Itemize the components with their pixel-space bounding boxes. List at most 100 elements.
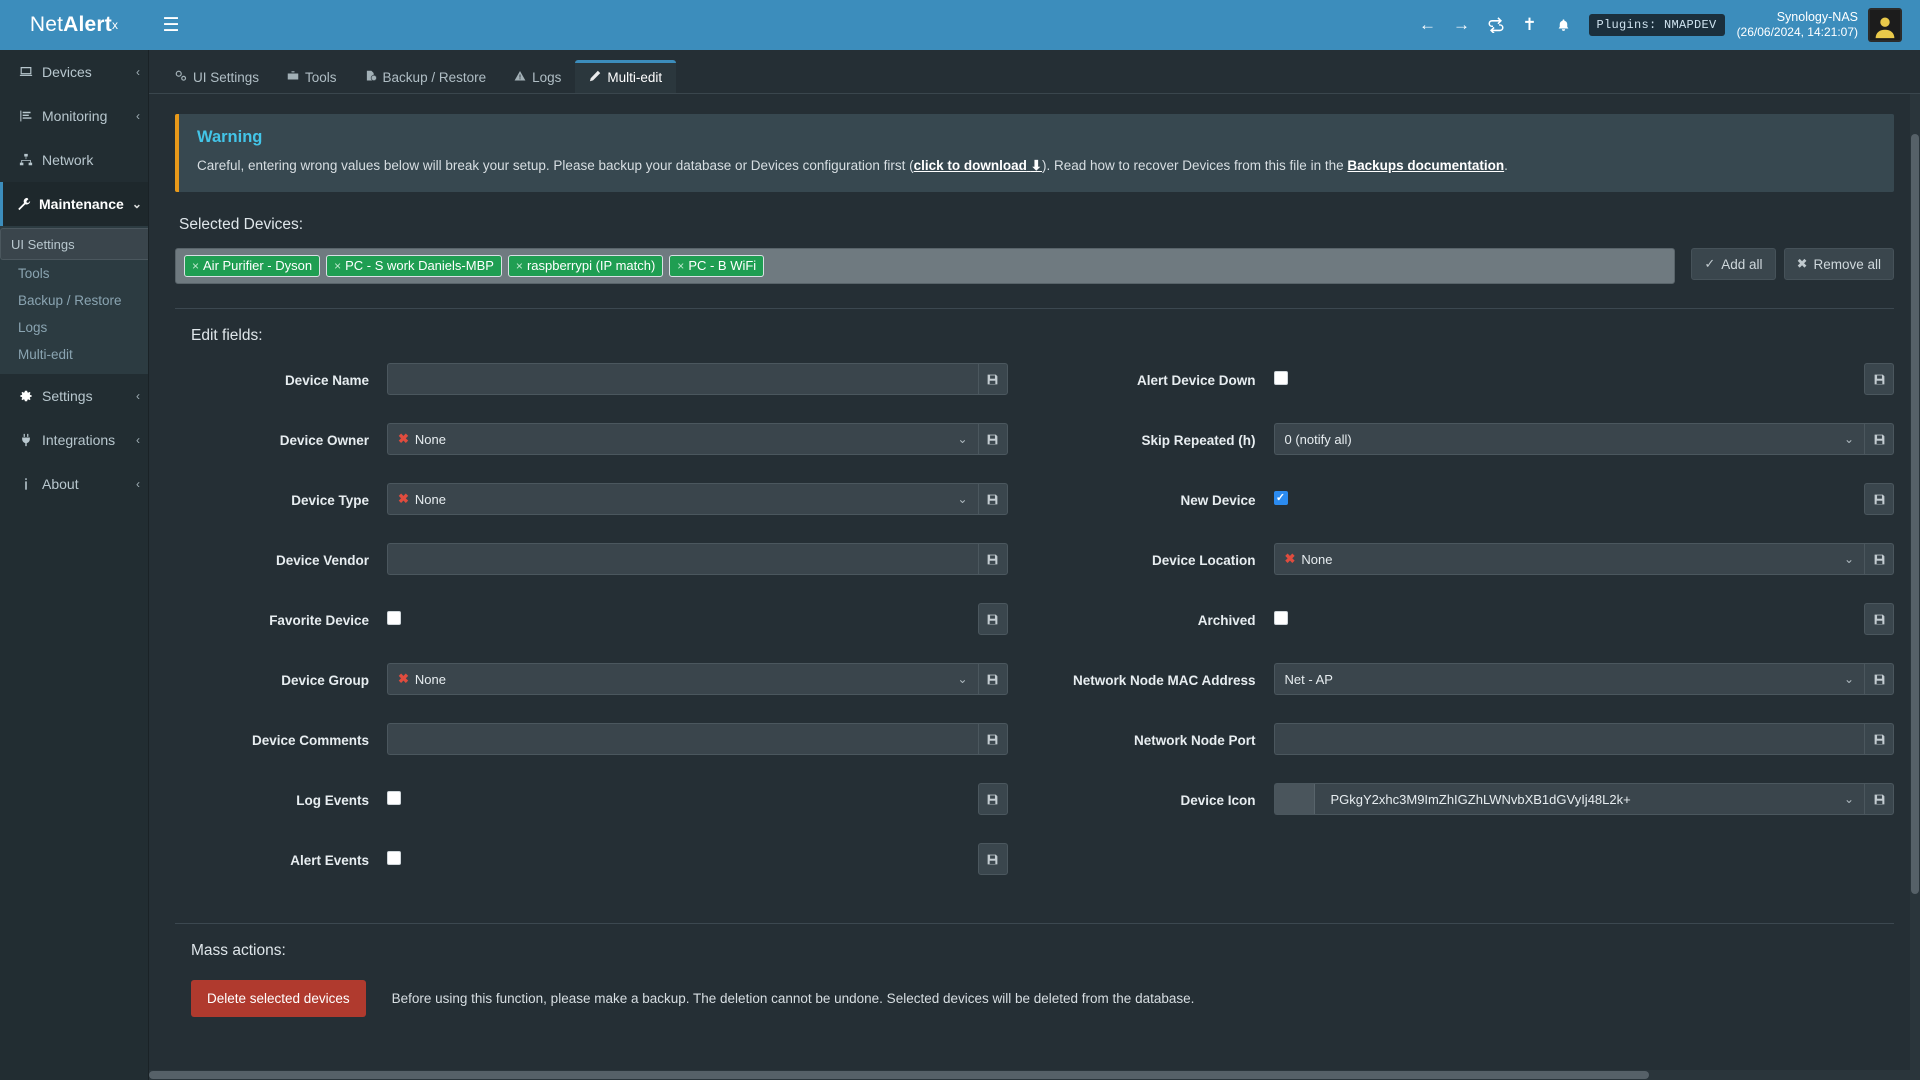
save-button[interactable] — [1864, 543, 1894, 576]
select-value: PGkgY2xhc3M9ImZhIGZhLWNvbXB1dGVyIj48L2k+ — [1330, 791, 1631, 807]
sidebar-item-about[interactable]: About ‹ — [0, 462, 148, 506]
sidebar: Devices ‹ Monitoring ‹ Network Maintenan… — [0, 50, 148, 1080]
horizontal-scrollbar[interactable] — [149, 1070, 1920, 1080]
save-button[interactable] — [1864, 483, 1894, 516]
tag-buttons: ✓︎ Add all ✖ Remove all — [1691, 248, 1894, 281]
horizontal-scrollbar-thumb[interactable] — [149, 1071, 1649, 1079]
alert-events-checkbox[interactable] — [387, 851, 401, 866]
top-bar: Net Alert x ☰ ← → ✝︎ Plugins: NMAPDEV Syno… — [0, 0, 1920, 50]
save-button[interactable] — [1864, 783, 1894, 816]
info-icon — [17, 477, 34, 491]
select-value: None — [414, 491, 446, 507]
device-tag[interactable]: × PC - S work Daniels-MBP — [326, 255, 502, 278]
sidebar-item-settings[interactable]: Settings ‹ — [0, 374, 148, 418]
device-owner-select[interactable]: ✖ None ⌄ — [387, 423, 978, 456]
download-link[interactable]: click to download ⬇ — [914, 158, 1042, 173]
tab-multi-edit[interactable]: Multi-edit — [575, 60, 677, 93]
edit-fields-left-column: Device Name Device Owner — [175, 359, 1008, 899]
save-button[interactable] — [977, 663, 1008, 696]
back-arrow-icon[interactable]: ← — [1419, 15, 1437, 34]
warning-text-part2: ). Read how to recover Devices from this… — [1041, 158, 1348, 173]
bell-icon[interactable] — [1547, 0, 1581, 50]
save-button[interactable] — [977, 843, 1008, 876]
sidebar-item-multi-edit[interactable]: Multi-edit — [18, 347, 73, 362]
sidebar-item-network[interactable]: Network — [0, 138, 148, 182]
vertical-scrollbar[interactable] — [1910, 94, 1920, 1070]
device-group-select[interactable]: ✖ None ⌄ — [387, 663, 978, 696]
refresh-icon[interactable] — [1479, 0, 1513, 50]
remove-all-button[interactable]: ✖ Remove all — [1783, 248, 1894, 281]
device-tag[interactable]: × raspberrypi (IP match) — [507, 255, 664, 278]
brand-part2: Alert — [63, 13, 112, 36]
chevron-down-icon: ⌄ — [131, 197, 142, 211]
tab-label-multi-edit: Multi-edit — [607, 70, 663, 85]
sidebar-item-devices[interactable]: Devices ‹ — [0, 50, 148, 94]
delete-selected-devices-button[interactable]: Delete selected devices — [191, 980, 366, 1018]
tab-backup-restore[interactable]: Backup / Restore — [351, 60, 501, 93]
network-node-mac-select[interactable]: Net - AP ⌄ — [1273, 663, 1864, 696]
sidebar-item-integrations[interactable]: Integrations ‹ — [0, 418, 148, 462]
save-button[interactable] — [1864, 603, 1894, 636]
plugins-badge[interactable]: Plugins: NMAPDEV — [1588, 14, 1725, 36]
avatar[interactable] — [1868, 8, 1902, 42]
sitemap-icon — [17, 153, 34, 167]
device-vendor-input[interactable] — [387, 543, 978, 576]
save-button[interactable] — [977, 483, 1008, 516]
alert-device-down-checkbox[interactable] — [1273, 371, 1288, 386]
device-tag[interactable]: × PC - B WiFi — [669, 255, 765, 278]
sidebar-item-tools[interactable]: Tools — [18, 266, 50, 281]
host-name: Synology-NAS — [1776, 9, 1858, 24]
favorite-device-checkbox[interactable] — [387, 611, 401, 626]
save-button[interactable] — [977, 723, 1008, 756]
save-button[interactable] — [977, 603, 1008, 636]
wrench-icon — [17, 197, 31, 211]
device-icon-select[interactable]: PGkgY2xhc3M9ImZhIGZhLWNvbXB1dGVyIj48L2k+… — [1273, 783, 1864, 816]
sidebar-item-maintenance[interactable]: Maintenance ⌄ — [0, 182, 148, 226]
app-logo[interactable]: Net Alert x — [0, 0, 148, 50]
save-button[interactable] — [1864, 363, 1894, 396]
save-button[interactable] — [977, 783, 1008, 816]
skip-repeated-select[interactable]: 0 (notify all) ⌄ — [1273, 423, 1864, 456]
selected-devices-tagbox[interactable]: × Air Purifier - Dyson × PC - S work Danie… — [175, 248, 1676, 285]
field-label: Alert Device Down — [1136, 373, 1256, 389]
sidebar-item-backup-restore[interactable]: Backup / Restore — [18, 293, 122, 308]
device-location-select[interactable]: ✖ None ⌄ — [1273, 543, 1864, 576]
new-device-checkbox[interactable] — [1273, 491, 1288, 506]
sidebar-submenu-maintenance: UI Settings Tools Backup / Restore Logs … — [0, 226, 148, 374]
hamburger-icon[interactable]: ☰ — [162, 14, 180, 36]
sidebar-item-ui-settings[interactable]: UI Settings — [0, 228, 148, 260]
device-name-input[interactable] — [387, 363, 978, 396]
move-icon[interactable]: ✝︎ — [1522, 15, 1537, 34]
tab-tools[interactable]: Tools — [273, 60, 351, 93]
save-button[interactable] — [977, 543, 1008, 576]
device-comments-input[interactable] — [387, 723, 978, 756]
tab-ui-settings[interactable]: UI Settings — [161, 60, 273, 93]
save-button[interactable] — [1864, 723, 1894, 756]
laptop-icon — [17, 65, 34, 79]
save-button[interactable] — [1864, 423, 1894, 456]
tab-logs[interactable]: Logs — [500, 60, 575, 93]
warning-triangle-icon — [514, 70, 526, 85]
divider — [175, 308, 1894, 310]
save-button[interactable] — [977, 363, 1008, 396]
save-button[interactable] — [977, 423, 1008, 456]
archived-checkbox[interactable] — [1273, 611, 1288, 626]
backups-documentation-link[interactable]: Backups documentation — [1347, 158, 1505, 173]
device-tag[interactable]: × Air Purifier - Dyson — [184, 255, 321, 278]
field-label: Device Owner — [279, 433, 369, 449]
device-type-select[interactable]: ✖ None ⌄ — [387, 483, 978, 516]
network-node-port-input[interactable] — [1273, 723, 1864, 756]
remove-tag-icon[interactable]: × — [677, 258, 685, 273]
add-all-button[interactable]: ✓︎ Add all — [1691, 248, 1776, 281]
field-control — [1273, 363, 1894, 396]
vertical-scrollbar-thumb[interactable] — [1911, 134, 1919, 894]
remove-tag-icon[interactable]: × — [192, 258, 200, 273]
remove-tag-icon[interactable]: × — [334, 258, 342, 273]
remove-tag-icon[interactable]: × — [515, 258, 523, 273]
sidebar-item-logs[interactable]: Logs — [18, 320, 48, 335]
field-control — [387, 843, 1008, 876]
sidebar-item-monitoring[interactable]: Monitoring ‹ — [0, 94, 148, 138]
log-events-checkbox[interactable] — [387, 791, 401, 806]
save-button[interactable] — [1864, 663, 1894, 696]
forward-arrow-icon[interactable]: → — [1453, 15, 1471, 34]
